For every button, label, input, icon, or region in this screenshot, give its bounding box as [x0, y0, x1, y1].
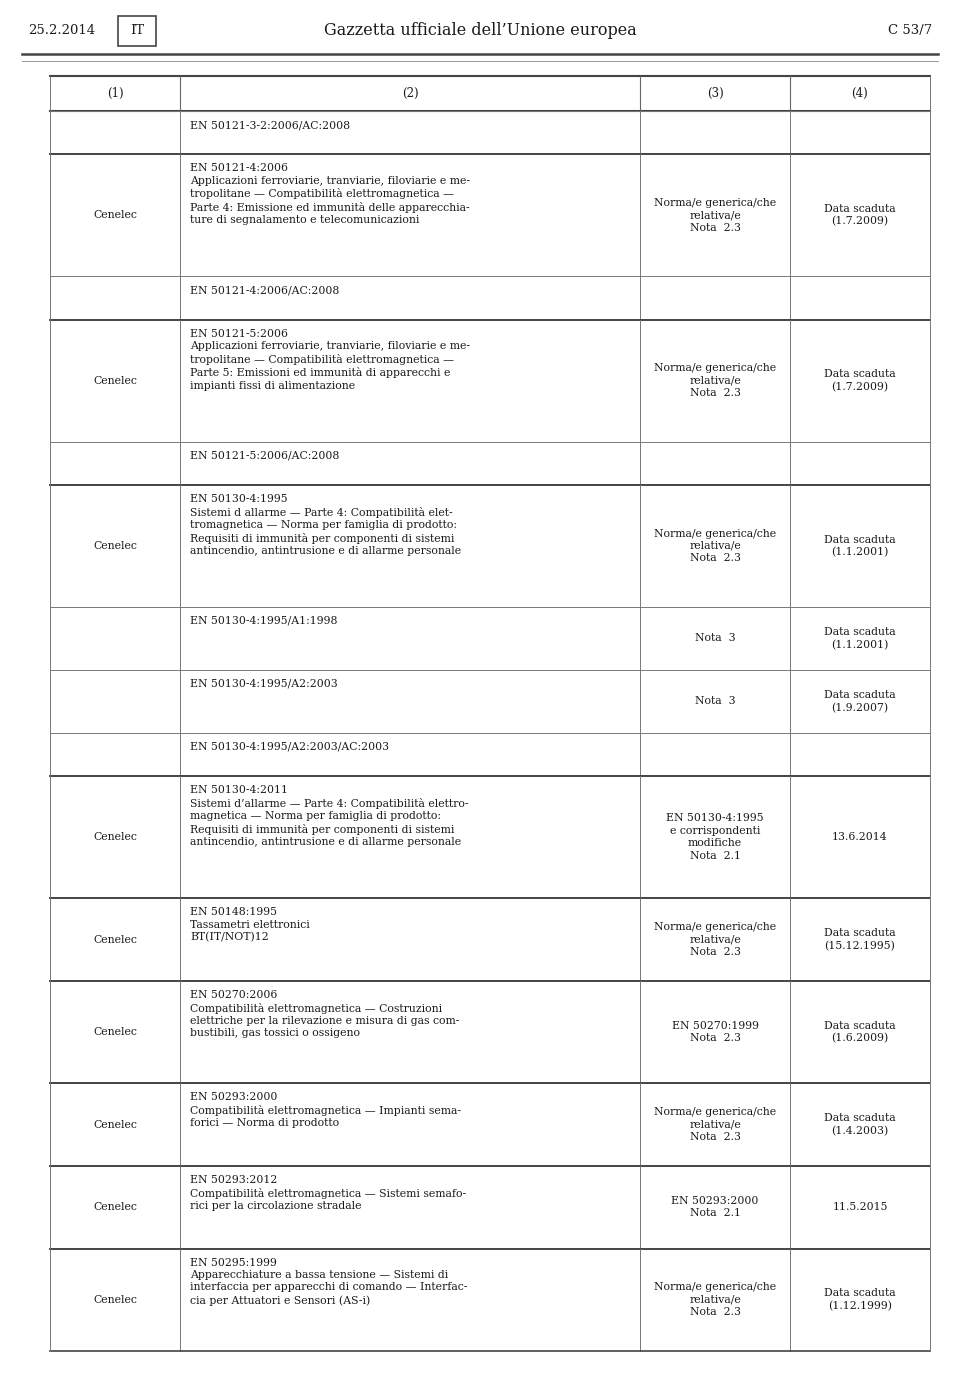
Text: Cenelec: Cenelec: [93, 376, 137, 385]
Text: EN 50130-4:1995/A2:2003/AC:2003: EN 50130-4:1995/A2:2003/AC:2003: [190, 742, 389, 751]
Text: EN 50293:2000
Nota  2.1: EN 50293:2000 Nota 2.1: [671, 1196, 758, 1218]
Text: Data scaduta
(1.7.2009): Data scaduta (1.7.2009): [825, 204, 896, 227]
Text: Norma/e generica/che
relativa/e
Nota  2.3: Norma/e generica/che relativa/e Nota 2.3: [654, 198, 776, 233]
Text: (4): (4): [852, 87, 869, 100]
Text: Cenelec: Cenelec: [93, 1202, 137, 1213]
Text: EN 50121-4:2006/AC:2008: EN 50121-4:2006/AC:2008: [190, 286, 340, 295]
Text: Cenelec: Cenelec: [93, 934, 137, 944]
Text: Gazzetta ufficiale dell’Unione europea: Gazzetta ufficiale dell’Unione europea: [324, 22, 636, 39]
Text: EN 50121-4:2006
Applicazioni ferroviarie, tranviarie, filoviarie e me-
tropolita: EN 50121-4:2006 Applicazioni ferroviarie…: [190, 164, 470, 226]
Text: Nota  3: Nota 3: [695, 696, 735, 707]
Text: EN 50295:1999
Apparecchiature a bassa tensione — Sistemi di
interfaccia per appa: EN 50295:1999 Apparecchiature a bassa te…: [190, 1257, 468, 1306]
Text: Norma/e generica/che
relativa/e
Nota  2.3: Norma/e generica/che relativa/e Nota 2.3: [654, 1107, 776, 1142]
Text: 11.5.2015: 11.5.2015: [832, 1202, 888, 1213]
Text: Data scaduta
(1.9.2007): Data scaduta (1.9.2007): [825, 690, 896, 712]
Text: Data scaduta
(15.12.1995): Data scaduta (15.12.1995): [825, 929, 896, 951]
Text: EN 50130-4:1995/A2:2003: EN 50130-4:1995/A2:2003: [190, 679, 338, 689]
Text: Data scaduta
(1.1.2001): Data scaduta (1.1.2001): [825, 626, 896, 650]
Text: (2): (2): [401, 87, 419, 100]
Text: EN 50130-4:1995
Sistemi d allarme — Parte 4: Compatibilità elet-
tromagnetica — : EN 50130-4:1995 Sistemi d allarme — Part…: [190, 493, 461, 556]
Text: C 53/7: C 53/7: [888, 25, 932, 37]
Text: (3): (3): [707, 87, 724, 100]
Text: 13.6.2014: 13.6.2014: [832, 832, 888, 843]
Text: EN 50130-4:2011
Sistemi d’allarme — Parte 4: Compatibilità elettro-
magnetica — : EN 50130-4:2011 Sistemi d’allarme — Part…: [190, 784, 468, 847]
Text: (1): (1): [107, 87, 123, 100]
Text: Data scaduta
(1.12.1999): Data scaduta (1.12.1999): [825, 1289, 896, 1311]
Text: EN 50293:2012
Compatibilità elettromagnetica — Sistemi semafо-
rici per la circo: EN 50293:2012 Compatibilità elettromagne…: [190, 1175, 467, 1211]
Text: Cenelec: Cenelec: [93, 1295, 137, 1304]
Text: Data scaduta
(1.6.2009): Data scaduta (1.6.2009): [825, 1020, 896, 1044]
Text: EN 50121-3-2:2006/AC:2008: EN 50121-3-2:2006/AC:2008: [190, 121, 350, 130]
Text: Norma/e generica/che
relativa/e
Nota  2.3: Norma/e generica/che relativa/e Nota 2.3: [654, 528, 776, 563]
Text: EN 50130-4:1995/A1:1998: EN 50130-4:1995/A1:1998: [190, 615, 338, 626]
Text: EN 50148:1995
Tassametri elettronici
BT(IT/NOT)12: EN 50148:1995 Tassametri elettronici BT(…: [190, 908, 310, 942]
Text: Norma/e generica/che
relativa/e
Nota  2.3: Norma/e generica/che relativa/e Nota 2.3: [654, 363, 776, 398]
Text: IT: IT: [130, 25, 144, 37]
Text: EN 50293:2000
Compatibilità elettromagnetica — Impianti sema-
forici — Norma di : EN 50293:2000 Compatibilità elettromagne…: [190, 1092, 461, 1128]
Text: Cenelec: Cenelec: [93, 1120, 137, 1130]
Text: Cenelec: Cenelec: [93, 1027, 137, 1037]
Text: EN 50270:1999
Nota  2.3: EN 50270:1999 Nota 2.3: [671, 1021, 758, 1044]
Text: EN 50270:2006
Compatibilità elettromagnetica — Costruzioni
elettriche per la ril: EN 50270:2006 Compatibilità elettromagne…: [190, 990, 460, 1038]
Text: Data scaduta
(1.1.2001): Data scaduta (1.1.2001): [825, 535, 896, 557]
Text: Data scaduta
(1.7.2009): Data scaduta (1.7.2009): [825, 369, 896, 392]
Text: Data scaduta
(1.4.2003): Data scaduta (1.4.2003): [825, 1113, 896, 1137]
Text: EN 50121-5:2006/AC:2008: EN 50121-5:2006/AC:2008: [190, 450, 340, 460]
Text: Nota  3: Nota 3: [695, 633, 735, 643]
Text: EN 50121-5:2006
Applicazioni ferroviarie, tranviarie, filoviarie e me-
tropolita: EN 50121-5:2006 Applicazioni ferroviarie…: [190, 328, 470, 391]
Text: EN 50130-4:1995
e corrispondenti
modifiche
Nota  2.1: EN 50130-4:1995 e corrispondenti modific…: [666, 814, 764, 861]
Text: Norma/e generica/che
relativa/e
Nota  2.3: Norma/e generica/che relativa/e Nota 2.3: [654, 1282, 776, 1317]
Text: 25.2.2014: 25.2.2014: [28, 25, 95, 37]
Text: Norma/e generica/che
relativa/e
Nota  2.3: Norma/e generica/che relativa/e Nota 2.3: [654, 922, 776, 956]
Text: Cenelec: Cenelec: [93, 211, 137, 220]
Text: Cenelec: Cenelec: [93, 832, 137, 843]
Text: Cenelec: Cenelec: [93, 541, 137, 550]
